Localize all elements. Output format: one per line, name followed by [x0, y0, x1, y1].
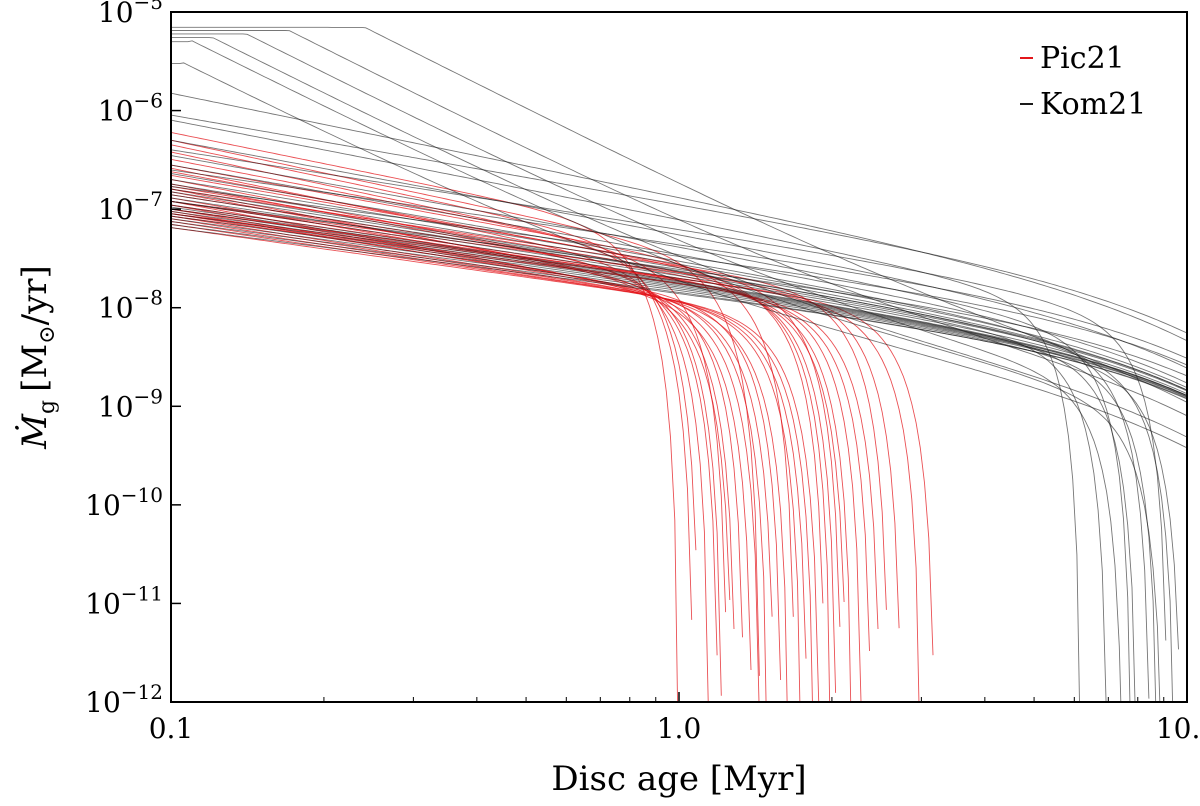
- y-axis-title-sun: ⊙: [35, 325, 60, 343]
- kom21-track-line: [171, 200, 1187, 377]
- kom21-track-line: [171, 92, 1187, 342]
- kom21-track-line: [171, 139, 1187, 369]
- pic21-track-line: [171, 185, 831, 702]
- legend-label-kom21: Kom21: [1040, 87, 1146, 122]
- kom21-track-line: [171, 40, 1161, 702]
- y-tick-label: 10−5: [98, 0, 163, 29]
- y-axis-title-symbol: Ṁ: [15, 413, 55, 450]
- y-axis-title: Ṁg [M⊙/yr]: [15, 265, 60, 450]
- pic21-track-line: [171, 208, 920, 702]
- y-tick-label: 10−6: [98, 89, 163, 128]
- legend-label-pic21: Pic21: [1040, 41, 1125, 76]
- kom21-track-line: [171, 194, 1187, 392]
- kom21-track-line: [171, 221, 1157, 702]
- kom21-track-line: [171, 227, 1187, 399]
- y-axis-title-tail: /yr]: [15, 265, 55, 325]
- series-lines: [171, 26, 1187, 702]
- y-tick-label: 10−7: [98, 187, 163, 226]
- y-axis-title-units: [M: [15, 344, 55, 392]
- pic21-track-line: [171, 221, 807, 659]
- kom21-track-line: [171, 62, 1187, 449]
- kom21-track-line: [171, 33, 1122, 702]
- kom21-track-line: [171, 215, 1187, 398]
- kom21-track-line: [171, 188, 1174, 702]
- kom21-track-line: [171, 155, 1131, 702]
- x-tick-label: 1.0: [657, 712, 702, 745]
- kom21-track-line: [171, 179, 1187, 389]
- pic21-track-line: [171, 227, 820, 702]
- kom21-track-line: [171, 173, 1150, 699]
- kom21-track-line: [171, 149, 1167, 641]
- y-tick-label: 10−9: [98, 384, 163, 423]
- legend: Pic21 Kom21: [1020, 41, 1146, 122]
- kom21-track-line: [171, 186, 1187, 366]
- kom21-track-line: [171, 218, 1187, 398]
- y-tick-label: 10−8: [98, 286, 163, 325]
- pic21-track-line: [171, 200, 900, 629]
- y-tick-label: 10−12: [85, 680, 163, 719]
- kom21-track-line: [171, 213, 1179, 650]
- kom21-track-line: [171, 26, 1187, 403]
- x-tick-label: 0.1: [149, 712, 194, 745]
- pic21-track-line: [171, 218, 801, 702]
- kom21-track-line: [171, 208, 1187, 397]
- pic21-track-line: [171, 188, 887, 610]
- kom21-track-line: [171, 200, 1187, 395]
- kom21-track-line: [171, 183, 1187, 391]
- kom21-track-line: [171, 210, 1187, 397]
- pic21-track-line: [171, 174, 841, 627]
- x-tick-label: 10.0: [1156, 712, 1200, 745]
- kom21-track-line: [171, 114, 1187, 334]
- kom21-track-line: [171, 191, 1187, 391]
- axis-ticks: 0.1 1.0 10.0 10−5 10−6 10−7 10−8 10−9 10−10 10−11…: [85, 0, 1200, 745]
- y-axis-title-subscript: g: [35, 400, 60, 414]
- kom21-track-line: [171, 169, 1187, 359]
- y-tick-label: 10−10: [85, 483, 163, 522]
- x-axis-title: Disc age [Myr]: [551, 759, 806, 799]
- y-tick-label: 10−11: [85, 581, 163, 620]
- pic21-track-line: [171, 223, 813, 702]
